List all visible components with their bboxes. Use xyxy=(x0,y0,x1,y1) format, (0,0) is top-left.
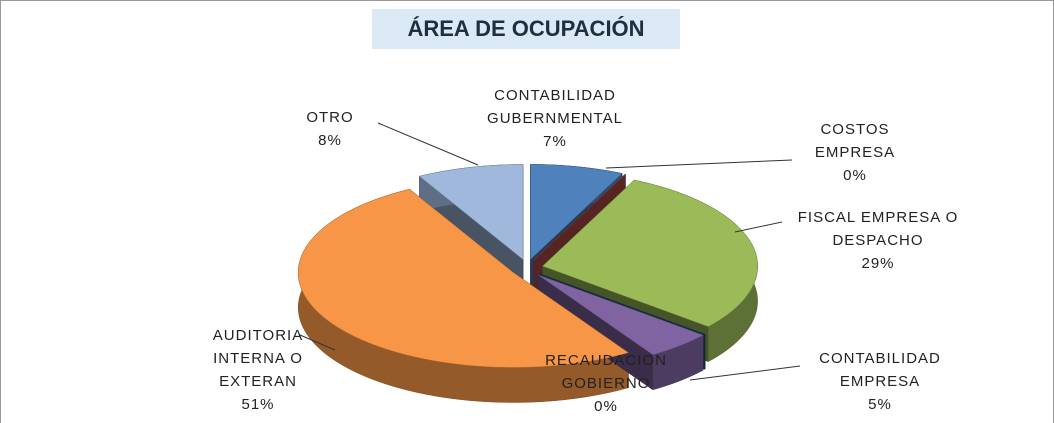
category-label: CONTABILIDAD EMPRESA xyxy=(819,350,941,390)
slice-label: AUDITORIA INTERNA O EXTERAN 51% xyxy=(193,324,323,416)
chart-title: ÁREA DE OCUPACIÓN xyxy=(372,9,680,49)
slice-label: COSTOS EMPRESA 0% xyxy=(790,118,920,187)
slice xyxy=(533,173,626,261)
value-label: 29% xyxy=(861,255,895,272)
category-label: COSTOS EMPRESA xyxy=(814,121,896,161)
leader-line xyxy=(299,334,336,351)
value-label: 0% xyxy=(594,398,618,415)
slice-label: CONTABILIDAD GUBERNMENTAL 7% xyxy=(460,84,650,153)
value-label: 8% xyxy=(318,132,342,149)
leader-line xyxy=(377,122,479,166)
category-label: FISCAL EMPRESA O DESPACHO xyxy=(797,209,959,249)
slice xyxy=(542,179,758,327)
value-label: 51% xyxy=(241,396,275,413)
slice-label: RECAUDACION GOBIERNO 0% xyxy=(521,349,691,418)
category-label: RECAUDACION GOBIERNO xyxy=(545,352,667,392)
category-label: AUDITORIA INTERNA O EXTERAN xyxy=(212,327,304,390)
slice xyxy=(297,188,630,368)
slice xyxy=(537,274,704,356)
value-label: 7% xyxy=(543,133,567,150)
category-label: CONTABILIDAD GUBERNMENTAL xyxy=(487,87,623,127)
leader-line xyxy=(734,221,783,233)
slice-label: OTRO 8% xyxy=(280,106,380,152)
leader-line xyxy=(689,365,801,381)
slice xyxy=(530,164,623,260)
slice-label: FISCAL EMPRESA O DESPACHO 29% xyxy=(778,206,978,275)
slice xyxy=(418,164,524,260)
value-label: 5% xyxy=(868,396,892,413)
slice-label: CONTABILIDAD EMPRESA 5% xyxy=(785,347,975,416)
value-label: 0% xyxy=(843,167,867,184)
category-label: OTRO xyxy=(306,109,354,126)
leader-line xyxy=(605,159,793,169)
